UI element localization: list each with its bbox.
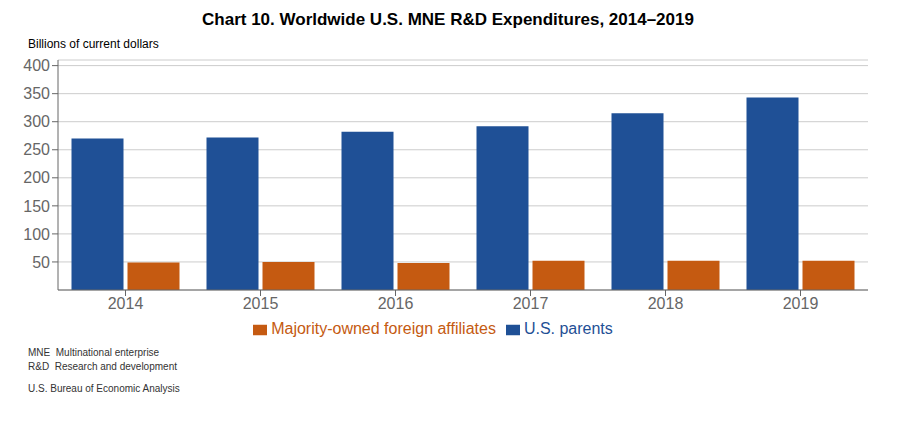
svg-text:50: 50 — [32, 254, 50, 271]
svg-text:400: 400 — [23, 57, 50, 74]
html-text:R&D Research and development: R&D Research and development — [28, 361, 177, 372]
html-text:U.S. parents: U.S. parents — [523, 320, 613, 337]
html-text:Chart 10. Worldwide U.S. MNE R: Chart 10. Worldwide U.S. MNE R&D Expendi… — [202, 10, 694, 29]
svg-text:100: 100 — [23, 226, 50, 243]
svg-text:2014: 2014 — [108, 295, 144, 312]
svg-text:200: 200 — [23, 169, 50, 186]
html-text:Billions of current dollars: Billions of current dollars — [28, 37, 159, 51]
svg-text:350: 350 — [23, 85, 50, 102]
html-text:Majority-owned foreign affilia: Majority-owned foreign affiliates — [271, 320, 496, 337]
svg-text:150: 150 — [23, 198, 50, 215]
svg-text:2017: 2017 — [513, 295, 549, 312]
svg-text:2015: 2015 — [243, 295, 279, 312]
html-text:U.S. Bureau of Economic Analys: U.S. Bureau of Economic Analysis — [28, 383, 180, 394]
svg-text:2019: 2019 — [783, 295, 819, 312]
html-text:MNE Multinational enterprise: MNE Multinational enterprise — [28, 347, 160, 358]
svg-text:2016: 2016 — [378, 295, 414, 312]
svg-text:300: 300 — [23, 113, 50, 130]
svg-text:2018: 2018 — [648, 295, 684, 312]
svg-text:250: 250 — [23, 141, 50, 158]
